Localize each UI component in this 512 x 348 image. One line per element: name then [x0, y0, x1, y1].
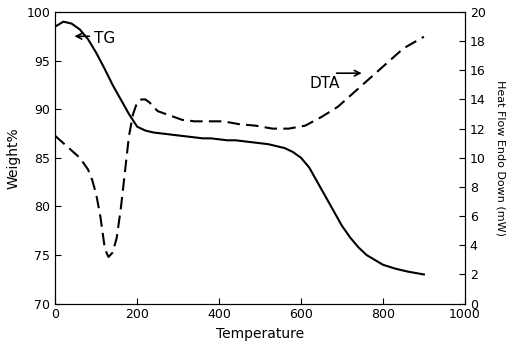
Text: TG: TG [94, 31, 115, 46]
Text: DTA: DTA [309, 76, 339, 91]
Y-axis label: Weight%: Weight% [7, 127, 21, 189]
X-axis label: Temperature: Temperature [216, 327, 304, 341]
Y-axis label: Heat Flow Endo Down (mW): Heat Flow Endo Down (mW) [495, 80, 505, 236]
